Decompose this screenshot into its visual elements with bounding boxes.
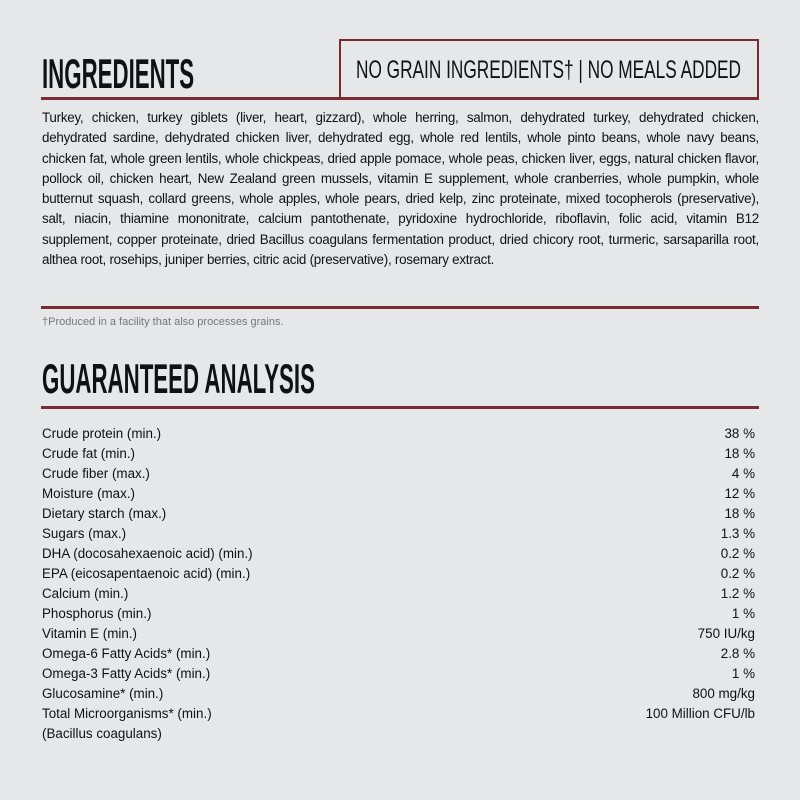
nutrient-value: 750 IU/kg [697,626,755,641]
nutrient-label: Glucosamine* (min.) [42,686,164,701]
nutrient-label: Sugars (max.) [42,526,127,541]
nutrient-value: 12 % [724,486,755,501]
nutrient-label: Crude fat (min.) [42,446,136,461]
nutrient-label: EPA (eicosapentaenoic acid) (min.) [42,566,251,581]
analysis-row: Calcium (min.) 1.2 % [42,584,755,604]
nutrient-value: 1 % [731,606,755,621]
analysis-row: Glucosamine* (min.) 800 mg/kg [42,684,755,704]
analysis-title: GUARANTEED ANALYSIS [42,355,315,402]
nutrient-value: 100 Million CFU/lb [645,706,755,721]
analysis-row: EPA (eicosapentaenoic acid) (min.) 0.2 % [42,564,755,584]
nutrient-value: 4 % [731,466,755,481]
analysis-row: Crude fiber (max.) 4 % [42,464,755,484]
nutrient-label: (Bacillus coagulans) [42,726,162,741]
nutrient-label: Vitamin E (min.) [42,626,137,641]
analysis-row: Dietary starch (max.) 18 % [42,504,755,524]
footnote: †Produced in a facility that also proces… [42,316,284,328]
nutrient-value: 800 mg/kg [692,686,755,701]
analysis-row: Total Microorganisms* (min.) 100 Million … [42,704,755,724]
nutrient-value: 1.2 % [720,586,755,601]
nutrient-label: Omega-6 Fatty Acids* (min.) [42,646,211,661]
analysis-row: Omega-3 Fatty Acids* (min.) 1 % [42,664,755,684]
nutrient-label: Total Microorganisms* (min.) [42,706,212,721]
nutrient-label: DHA (docosahexaenoic acid) (min.) [42,546,253,561]
nutrient-label: Dietary starch (max.) [42,506,167,521]
nutrient-value: 18 % [724,506,755,521]
nutrient-label: Crude protein (min.) [42,426,162,441]
nutrient-value: 1.3 % [720,526,755,541]
analysis-divider [41,406,759,409]
analysis-row: Vitamin E (min.) 750 IU/kg [42,624,755,644]
nutrient-label: Crude fiber (max.) [42,466,150,481]
nutrient-value: 1 % [731,666,755,681]
nutrient-label: Calcium (min.) [42,586,129,601]
no-grain-badge: NO GRAIN INGREDIENTS† | NO MEALS ADDED [339,39,759,99]
nutrient-label: Moisture (max.) [42,486,136,501]
analysis-row: Omega-6 Fatty Acids* (min.) 2.8 % [42,644,755,664]
ingredients-title: INGREDIENTS [42,50,195,97]
badge-text: NO GRAIN INGREDIENTS† | NO MEALS ADDED [356,56,742,84]
nutrient-label: Omega-3 Fatty Acids* (min.) [42,666,211,681]
nutrient-value: 38 % [724,426,755,441]
ingredients-divider [41,97,759,100]
analysis-row: Sugars (max.) 1.3 % [42,524,755,544]
nutrient-value: 2.8 % [720,646,755,661]
nutrient-value: 0.2 % [720,566,755,581]
analysis-row: Crude fat (min.) 18 % [42,444,755,464]
analysis-row: DHA (docosahexaenoic acid) (min.) 0.2 % [42,544,755,564]
ingredients-list: Turkey, chicken, turkey giblets (liver, … [42,110,759,268]
analysis-row: Moisture (max.) 12 % [42,484,755,504]
nutrient-value: 0.2 % [720,546,755,561]
analysis-table: Crude protein (min.) 38 % Crude fat (min.)… [42,424,755,744]
nutrient-label: Phosphorus (min.) [42,606,152,621]
analysis-row: (Bacillus coagulans) [42,724,755,744]
nutrient-value: 18 % [724,446,755,461]
analysis-row: Crude protein (min.) 38 % [42,424,755,444]
analysis-row: Phosphorus (min.) 1 % [42,604,755,624]
ingredients-bottom-divider [41,306,759,309]
